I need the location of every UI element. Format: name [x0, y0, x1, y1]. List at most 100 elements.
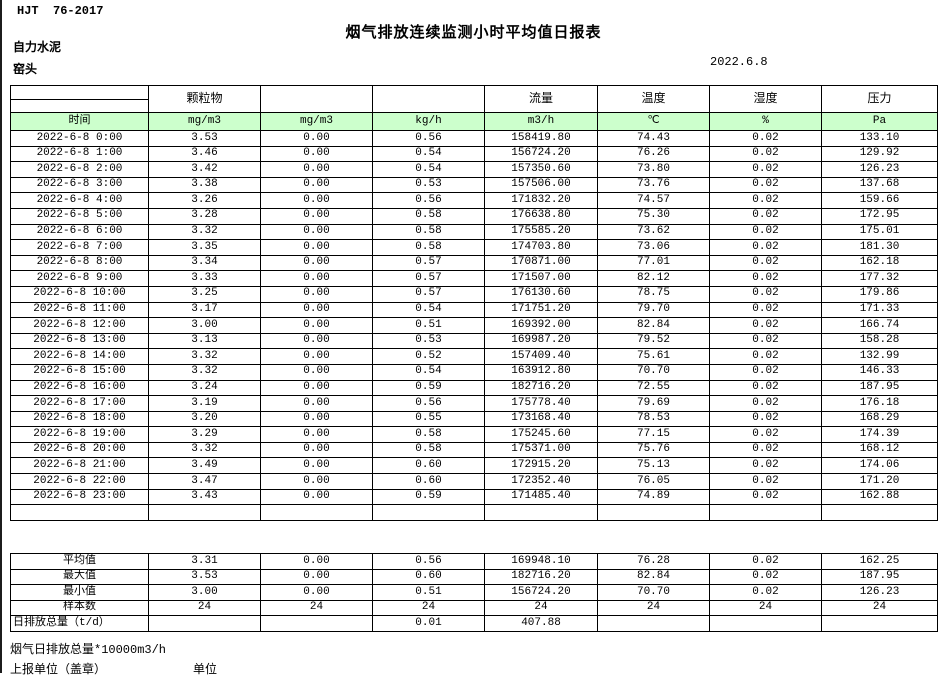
value-cell: 3.00 [148, 317, 261, 334]
value-cell: 3.53 [148, 568, 261, 586]
value-cell: 0.60 [372, 457, 485, 475]
value-cell: 3.17 [148, 301, 261, 319]
table-row: 2022-6-8 10:00 3.25 0.00 0.57 176130.60 78.75… [10, 285, 938, 303]
value-cell: 24 [484, 599, 598, 617]
value-cell: 3.46 [148, 145, 261, 163]
time-cell: 2022-6-8 14:00 [10, 348, 149, 365]
table-row: 2022-6-8 4:00 3.26 0.00 0.56 171832.20 74.57 0… [10, 192, 938, 209]
time-cell: 2022-6-8 11:00 [10, 301, 149, 319]
value-cell: 0.58 [372, 426, 485, 443]
value-cell: 0.02 [709, 379, 822, 397]
value-cell: 0.00 [260, 270, 373, 287]
value-cell: 0.02 [709, 426, 822, 443]
value-cell: 158419.80 [484, 130, 598, 147]
value-cell: 171751.20 [484, 301, 598, 319]
value-cell: 146.33 [821, 363, 938, 381]
unit-percent: % [709, 112, 822, 131]
table-row: 2022-6-8 17:00 3.19 0.00 0.56 175778.40 79.69… [10, 395, 938, 412]
table-row: 2022-6-8 5:00 3.28 0.00 0.58 176638.80 75.30 0… [10, 207, 938, 225]
monitor-location: 窑头 [13, 63, 38, 77]
value-cell: 157409.40 [484, 348, 598, 365]
unit-m3h: m3/h [484, 112, 598, 131]
value-cell: 172915.20 [484, 457, 598, 475]
time-cell: 2022-6-8 13:00 [10, 332, 149, 350]
time-cell: 2022-6-8 16:00 [10, 379, 149, 397]
value-cell: 174703.80 [484, 239, 598, 256]
value-cell: 156724.20 [484, 145, 598, 163]
value-cell: 0.00 [260, 473, 373, 490]
table-unit-row: 时间 mg/m3 mg/m3 kg/h m3/h ℃ % Pa [10, 112, 938, 131]
value-cell: 171485.40 [484, 488, 598, 506]
value-cell: 0.00 [260, 223, 373, 241]
value-cell: 129.92 [821, 145, 938, 163]
time-cell: 2022-6-8 18:00 [10, 410, 149, 428]
time-cell: 2022-6-8 21:00 [10, 457, 149, 475]
value-cell: 179.86 [821, 285, 938, 303]
value-cell: 181.30 [821, 239, 938, 256]
value-cell: 0.02 [709, 239, 822, 256]
time-cell: 2022-6-8 20:00 [10, 441, 149, 459]
value-cell: 162.25 [821, 553, 938, 570]
value-cell: 0.00 [260, 332, 373, 350]
value-cell: 3.00 [148, 584, 261, 601]
value-cell: 0.02 [709, 285, 822, 303]
value-cell: 168.29 [821, 410, 938, 428]
unit-celsius: ℃ [597, 112, 710, 131]
value-cell: 0.00 [260, 176, 373, 194]
table-row: 2022-6-8 21:00 3.49 0.00 0.60 172915.20 75.13… [10, 457, 938, 475]
table-row: 2022-6-8 0:00 3.53 0.00 0.56 158419.80 74.43 0… [10, 130, 938, 147]
value-cell: 157350.60 [484, 161, 598, 178]
value-cell: 76.26 [597, 145, 710, 163]
value-cell: 0.54 [372, 363, 485, 381]
value-cell: 177.32 [821, 270, 938, 287]
value-cell: 0.00 [260, 395, 373, 412]
table-row: 2022-6-8 19:00 3.29 0.00 0.58 175245.60 77.15… [10, 426, 938, 443]
value-cell: 0.02 [709, 223, 822, 241]
value-cell: 0.00 [260, 130, 373, 147]
value-cell: 3.26 [148, 192, 261, 209]
value-cell: 0.02 [709, 348, 822, 365]
header-humidity: 湿度 [709, 85, 822, 113]
time-cell: 2022-6-8 17:00 [10, 395, 149, 412]
value-cell: 0.02 [709, 584, 822, 601]
value-cell [821, 615, 938, 632]
value-cell: 75.61 [597, 348, 710, 365]
table-row: 2022-6-8 14:00 3.32 0.00 0.52 157409.40 75.61… [10, 348, 938, 365]
unit-mgm3: mg/m3 [260, 112, 373, 131]
value-cell: 0.02 [709, 457, 822, 475]
time-cell: 2022-6-8 1:00 [10, 145, 149, 163]
value-cell: 3.19 [148, 395, 261, 412]
value-cell: 3.29 [148, 426, 261, 443]
value-cell: 0.00 [260, 568, 373, 586]
value-cell: 0.52 [372, 348, 485, 365]
value-cell: 75.76 [597, 441, 710, 459]
table-row: 2022-6-8 22:00 3.47 0.00 0.60 172352.40 76.05… [10, 473, 938, 490]
value-cell: 0.00 [260, 145, 373, 163]
table-row: 2022-6-8 12:00 3.00 0.00 0.51 169392.00 82.84… [10, 317, 938, 334]
monitoring-data-table: 颗粒物 流量 温度 湿度 压力 时间 mg/m3 mg/m3 kg/h m3/h… [10, 85, 938, 521]
value-cell: 3.32 [148, 441, 261, 459]
value-cell: 168.12 [821, 441, 938, 459]
value-cell: 171832.20 [484, 192, 598, 209]
value-cell: 174.06 [821, 457, 938, 475]
table-row: 日排放总量（t/d） 0.01 407.88 [10, 615, 938, 632]
value-cell: 175245.60 [484, 426, 598, 443]
value-cell: 24 [709, 599, 822, 617]
value-cell: 176130.60 [484, 285, 598, 303]
value-cell: 173168.40 [484, 410, 598, 428]
value-cell: 126.23 [821, 161, 938, 178]
value-cell: 0.00 [260, 161, 373, 178]
time-cell: 2022-6-8 0:00 [10, 130, 149, 147]
value-cell: 73.80 [597, 161, 710, 178]
company-name: 自力水泥 [13, 41, 62, 55]
value-cell: 77.15 [597, 426, 710, 443]
value-cell: 0.02 [709, 192, 822, 209]
value-cell: 137.68 [821, 176, 938, 194]
value-cell: 70.70 [597, 363, 710, 381]
value-cell: 24 [148, 599, 261, 617]
value-cell: 0.56 [372, 192, 485, 209]
value-cell: 3.42 [148, 161, 261, 178]
page-title: 烟气排放连续监测小时平均值日报表 [345, 25, 602, 42]
table-row: 2022-6-8 16:00 3.24 0.00 0.59 182716.20 72.55… [10, 379, 938, 397]
value-cell: 169987.20 [484, 332, 598, 350]
